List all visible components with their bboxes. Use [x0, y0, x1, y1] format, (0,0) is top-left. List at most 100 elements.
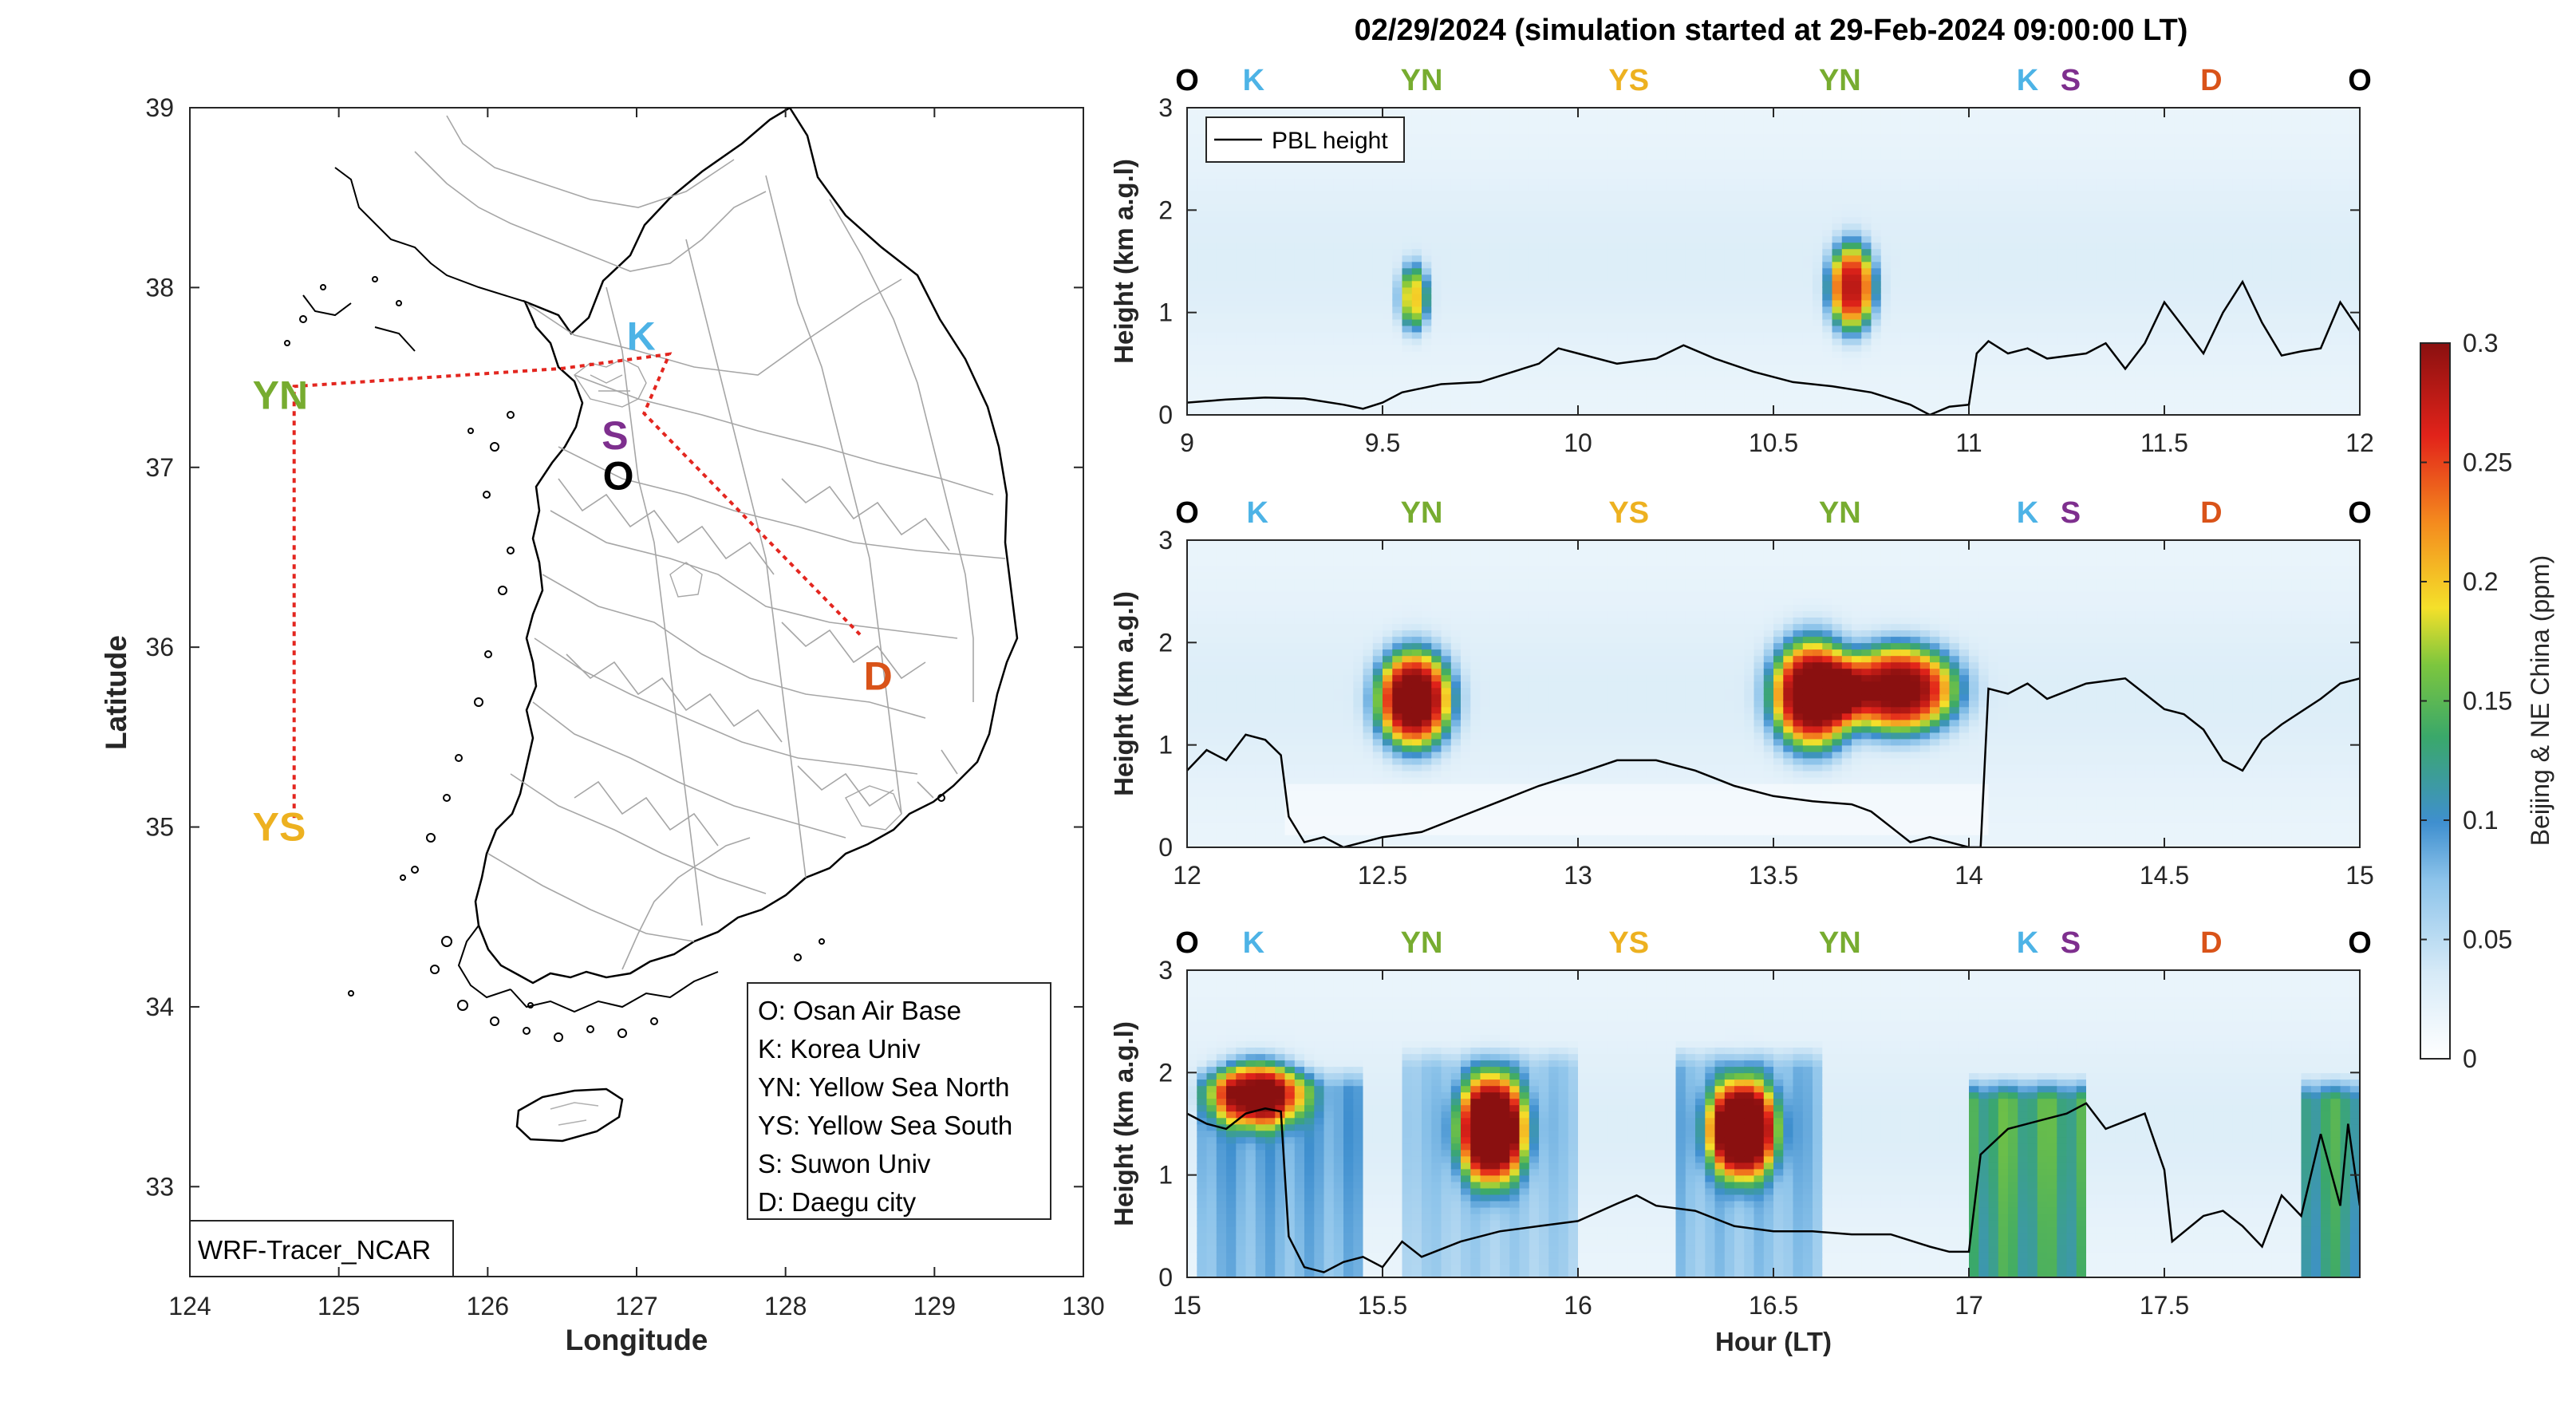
field-cell — [1392, 299, 1403, 307]
field-cell — [1695, 184, 1706, 192]
field-cell — [1597, 248, 1608, 256]
field-cell — [2037, 286, 2048, 294]
field-cell — [1500, 286, 1511, 294]
field-cell — [1763, 229, 1774, 237]
field-cell — [1813, 120, 1824, 128]
field-cell — [1685, 235, 1696, 243]
field-cell — [1852, 344, 1863, 352]
field-cell — [1607, 337, 1618, 345]
field-cell — [1588, 318, 1599, 326]
field-cell — [2154, 299, 2165, 307]
field-cell — [1724, 402, 1735, 409]
field-cell — [1314, 280, 1325, 288]
field-cell — [2037, 312, 2048, 320]
field-cell — [1578, 223, 1589, 231]
field-cell — [2164, 165, 2176, 172]
field-cell — [1558, 178, 1569, 185]
field-cell — [2144, 159, 2156, 166]
field-cell — [1773, 120, 1785, 128]
field-cell — [1236, 293, 1247, 301]
field-cell — [2115, 409, 2126, 415]
field-cell — [2135, 229, 2146, 237]
field-cell — [1597, 197, 1608, 205]
field-cell — [1636, 178, 1647, 185]
field-cell — [1930, 357, 1941, 365]
field-cell — [1304, 344, 1316, 352]
field-cell — [1763, 184, 1774, 192]
field-cell — [2135, 402, 2146, 409]
field-cell — [1197, 331, 1208, 339]
field-cell — [1763, 280, 1774, 288]
field-cell — [1500, 337, 1511, 345]
field-cell — [1236, 172, 1247, 179]
field-cell — [1568, 280, 1579, 288]
field-cell — [1461, 165, 1472, 172]
field-cell — [1324, 363, 1335, 371]
field-cell — [1363, 350, 1374, 358]
field-cell — [1813, 184, 1824, 192]
field-cell — [1568, 191, 1579, 199]
field-cell — [1236, 306, 1247, 314]
field-cell — [2076, 152, 2087, 160]
field-cell — [1548, 152, 1560, 160]
field-cell — [1353, 229, 1364, 237]
field-cell — [1852, 235, 1863, 243]
field-cell — [1646, 223, 1657, 231]
field-cell — [1353, 203, 1364, 211]
field-cell — [1871, 402, 1882, 409]
field-cell — [1891, 382, 1902, 390]
field-cell — [2125, 280, 2136, 288]
field-cell — [2183, 293, 2195, 301]
field-cell — [1695, 140, 1706, 147]
field-cell — [2086, 409, 2097, 415]
field-cell — [1841, 165, 1852, 172]
field-cell — [1255, 165, 1266, 172]
field-cell — [1226, 248, 1237, 256]
field-cell — [1450, 223, 1462, 231]
field-cell — [1724, 108, 1735, 115]
field-cell — [2144, 402, 2156, 409]
field-cell — [1245, 286, 1256, 294]
field-cell — [1724, 350, 1735, 358]
field-cell — [1763, 165, 1774, 172]
field-cell — [1450, 306, 1462, 314]
field-cell — [2008, 318, 2019, 326]
field-cell — [1411, 127, 1422, 134]
field-cell — [1841, 344, 1852, 352]
field-cell — [1470, 344, 1481, 352]
field-cell — [1392, 376, 1403, 384]
field-cell — [1480, 140, 1491, 147]
field-cell — [1802, 389, 1813, 397]
field-cell — [1666, 114, 1677, 121]
field-cell — [1607, 133, 1618, 140]
field-cell — [1450, 216, 1462, 224]
field-cell — [1588, 337, 1599, 345]
field-cell — [1773, 159, 1785, 166]
field-cell — [1314, 325, 1325, 333]
field-cell — [1724, 376, 1735, 384]
field-cell — [1392, 242, 1403, 250]
field-cell — [1461, 261, 1472, 269]
field-cell — [1841, 299, 1852, 307]
field-cell — [1578, 146, 1589, 153]
field-cell — [1500, 229, 1511, 237]
field-cell — [1783, 312, 1794, 320]
field-cell — [1880, 337, 1892, 345]
field-cell — [1539, 261, 1550, 269]
field-cell — [1724, 395, 1735, 403]
field-cell — [1724, 267, 1735, 275]
field-cell — [1226, 197, 1237, 205]
field-cell — [1226, 172, 1237, 179]
field-cell — [1705, 146, 1716, 153]
field-cell — [1852, 286, 1863, 294]
field-cell — [2135, 261, 2146, 269]
field-cell — [1910, 229, 1921, 237]
field-cell — [1411, 274, 1422, 282]
field-cell — [1636, 274, 1647, 282]
field-cell — [2183, 344, 2195, 352]
field-cell — [1411, 376, 1422, 384]
field-cell — [1206, 210, 1217, 218]
field-cell — [1607, 409, 1618, 415]
field-cell — [1822, 337, 1833, 345]
field-cell — [1734, 357, 1746, 365]
